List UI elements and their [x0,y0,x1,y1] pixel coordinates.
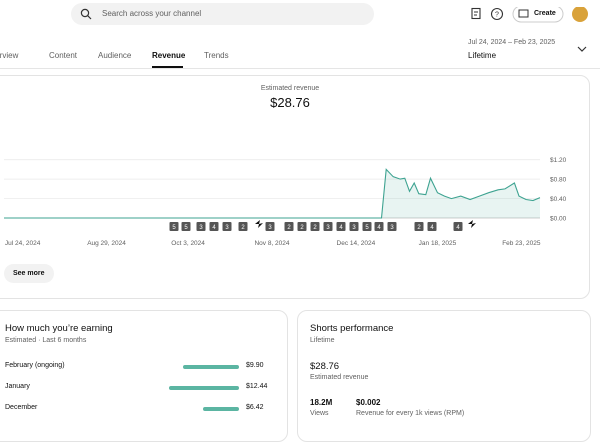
revenue-chart: $0.00 $0.40 $0.80 $1.20 Jul 24, 2024 Aug 29, … [4,157,567,247]
tab[interactable]: Revenue [152,51,186,60]
shorts-views-label: Views [310,410,329,417]
shorts-icon [255,220,263,228]
shorts-card [297,310,591,442]
earnings-bar [169,386,239,390]
svg-text:?: ? [495,12,499,19]
earnings-month: January [5,383,30,390]
upload-marker [336,222,346,231]
tab[interactable]: Overview [0,51,19,60]
shorts-icon [468,220,476,228]
earnings-value: $6.42 [246,404,264,411]
upload-marker [209,222,219,231]
y-tick-label: $0.40 [550,196,567,203]
upload-marker [310,222,320,231]
upload-marker [238,222,248,231]
upload-marker-count: 3 [352,225,356,231]
upload-marker [362,222,372,231]
upload-marker [374,222,384,231]
upload-marker [323,222,333,231]
upload-marker-count: 2 [417,225,421,231]
header-icons: ? [471,7,588,23]
shorts-title: Shorts performance [310,323,394,334]
tab[interactable]: Audience [98,51,132,60]
upload-marker-count: 4 [339,225,343,231]
earnings-month: February (ongoing) [5,362,65,369]
shorts-views: 18.2M [310,398,333,407]
upload-marker [387,222,397,231]
tabs [0,31,600,69]
upload-marker [284,222,294,231]
upload-marker [265,222,275,231]
earnings-value: $12.44 [246,383,268,390]
x-tick-label: Feb 23, 2025 [502,240,541,247]
upload-marker-count: 2 [287,225,291,231]
earnings-title: How much you’re earning [5,323,113,334]
upload-marker-count: 5 [365,225,369,231]
search-box[interactable] [71,3,374,25]
upload-marker-count: 4 [377,225,381,231]
shorts-rpm-label: Revenue for every 1k views (RPM) [356,410,465,417]
shorts-subtitle: Lifetime [310,337,335,344]
earnings-month: December [5,404,38,411]
upload-marker-count: 4 [212,225,216,231]
upload-marker [297,222,307,231]
earnings-bar [202,407,239,411]
upload-marker [222,222,232,231]
x-tick-label: Nov 8, 2024 [254,240,289,247]
upload-marker-count: 4 [456,225,460,231]
shorts-revenue-label: Estimated revenue [310,374,369,381]
date-period[interactable]: Lifetime [468,51,497,60]
upload-marker-count: 3 [390,225,394,231]
x-tick-label: Dec 14, 2024 [337,240,376,247]
shorts-revenue: $28.76 [310,361,340,372]
revenue-card [0,75,590,299]
earnings-bar [183,365,239,369]
earnings-subtitle: Estimated · Last 6 months [5,337,87,344]
upload-marker [453,222,463,231]
upload-marker-count: 2 [241,225,245,231]
upload-marker-count: 4 [430,225,434,231]
earnings-card [0,310,288,442]
y-tick-label: $0.00 [550,216,567,223]
search-placeholder: Search across your channel [102,9,202,18]
upload-marker-count: 3 [225,225,229,231]
x-tick-label: Jan 18, 2025 [419,240,457,247]
upload-marker-count: 3 [199,225,203,231]
upload-marker [196,222,206,231]
upload-marker-count: 2 [300,225,304,231]
upload-marker-count: 3 [268,225,272,231]
upload-marker [169,222,179,231]
tab-underline [152,66,183,68]
upload-marker-count: 3 [326,225,330,231]
y-tick-label: $0.80 [550,177,567,184]
earnings-value: $9.90 [246,362,264,369]
upload-marker-count: 5 [184,225,188,231]
date-range: Jul 24, 2024 – Feb 23, 2025 [468,39,556,46]
y-tick-label: $1.20 [550,157,567,164]
tab[interactable]: Trends [204,51,229,60]
x-tick-label: Aug 29, 2024 [87,240,126,247]
page: Search across your channel ? Create Jul … [0,3,600,442]
x-tick-label: Jul 24, 2024 [5,240,41,247]
upload-marker [181,222,191,231]
dropdown-arrow[interactable] [577,45,587,53]
search-icon [80,8,92,20]
upload-marker [427,222,437,231]
revenue-total: $28.76 [270,95,310,110]
shorts-rpm: $0.002 [356,398,381,407]
revenue-label: Estimated revenue [260,85,320,92]
x-tick-label: Oct 3, 2024 [171,240,205,247]
create-button[interactable]: Create [534,10,556,17]
upload-marker [414,222,424,231]
upload-marker [349,222,359,231]
see-more-button[interactable]: See more [4,264,54,283]
area-fill [4,169,540,218]
tab[interactable]: Content [49,51,78,60]
upload-marker-count: 2 [313,225,317,231]
upload-marker-count: 5 [172,225,176,231]
line [4,168,541,219]
